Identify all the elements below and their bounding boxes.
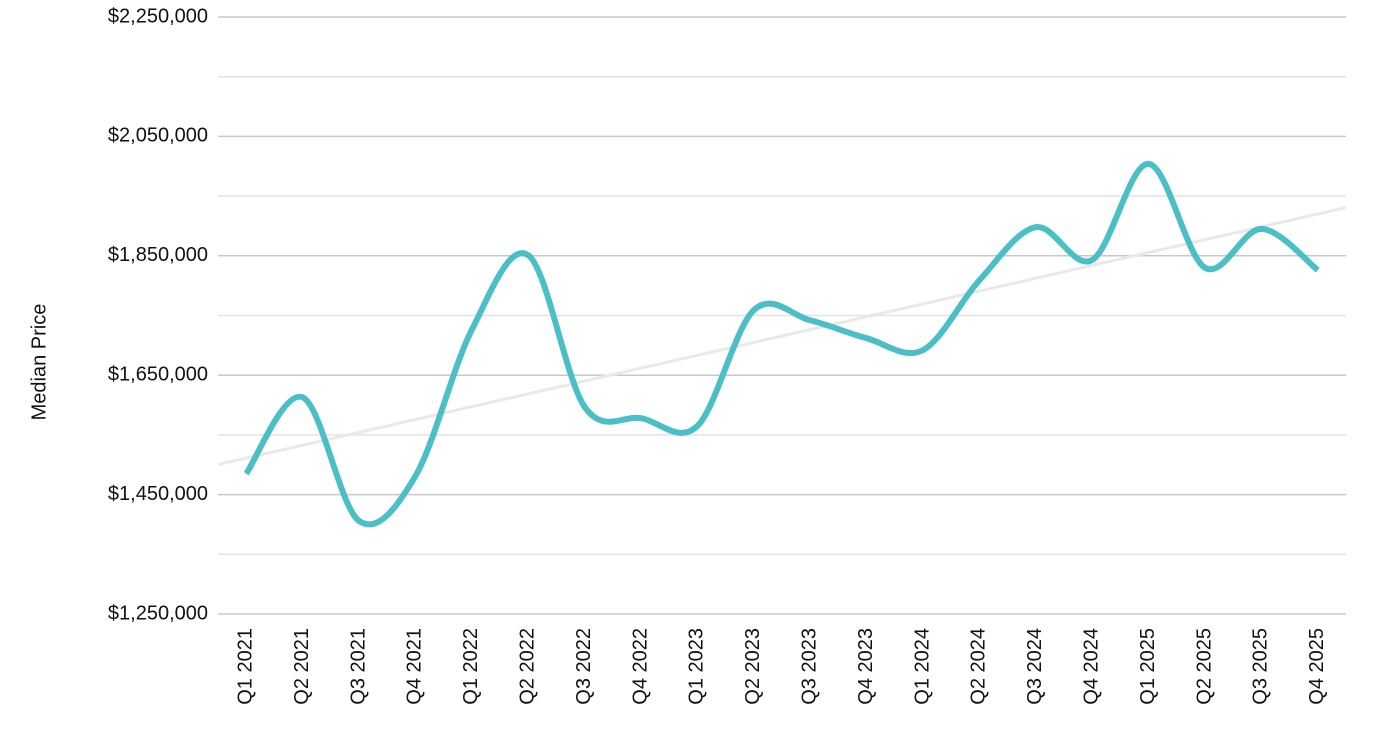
- x-tick-label: Q4 2024: [1080, 628, 1102, 705]
- x-tick-label: Q4 2025: [1306, 628, 1328, 705]
- y-tick-label: $1,650,000: [108, 363, 208, 385]
- y-tick-label: $2,050,000: [108, 125, 208, 147]
- x-tick-label: Q2 2021: [291, 628, 313, 705]
- line: [243, 160, 1320, 528]
- x-tick-label: Q1 2021: [234, 628, 256, 705]
- trendline: [217, 206, 1347, 466]
- x-tick-label: Q2 2023: [742, 628, 764, 705]
- x-tick-label: Q4 2022: [629, 628, 651, 705]
- x-tick-label: Q1 2025: [1137, 628, 1159, 705]
- x-tick-label: Q3 2025: [1250, 628, 1272, 705]
- x-tick-label: Q2 2022: [516, 628, 538, 705]
- y-tick-label: $1,450,000: [108, 483, 208, 505]
- y-tick-label: $1,250,000: [108, 602, 208, 624]
- x-tick-label: Q2 2024: [968, 628, 990, 705]
- x-tick-label: Q1 2023: [686, 628, 708, 705]
- x-tick-label: Q3 2021: [347, 628, 369, 705]
- x-tick-label: Q1 2022: [460, 628, 482, 705]
- y-tick-label: $1,850,000: [108, 244, 208, 266]
- x-tick-label: Q3 2023: [798, 628, 820, 705]
- x-tick-label: Q3 2024: [1024, 628, 1046, 705]
- x-tick-label: Q4 2023: [855, 628, 877, 705]
- y-tick-label: $2,250,000: [108, 5, 208, 27]
- x-tick-label: Q1 2024: [911, 628, 933, 705]
- x-tick-label: Q4 2021: [404, 628, 426, 705]
- x-tick-label: Q3 2022: [573, 628, 595, 705]
- x-tick-label: Q2 2025: [1193, 628, 1215, 705]
- y-axis-label: Median Price: [28, 304, 50, 421]
